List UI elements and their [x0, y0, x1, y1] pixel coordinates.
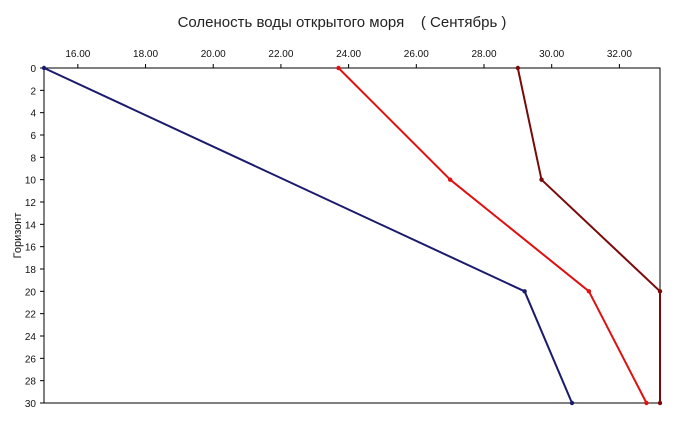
x-tick-label: 30.00	[539, 49, 564, 60]
y-tick-label: 22	[25, 310, 37, 321]
y-tick-label: 10	[25, 176, 37, 187]
y-tick-label: 12	[25, 198, 37, 209]
y-tick-label: 30	[25, 399, 37, 410]
series-1-point	[522, 289, 527, 294]
series-line-2	[337, 67, 648, 404]
series-3-point	[539, 177, 544, 182]
x-tick-label: 20.00	[201, 49, 226, 60]
y-tick-label: 2	[30, 86, 36, 97]
y-tick-label: 18	[25, 265, 37, 276]
series-2-point	[644, 400, 649, 406]
x-tick-label: 32.00	[607, 49, 632, 60]
y-tick-label: 26	[25, 354, 37, 365]
series-2-point	[447, 177, 453, 182]
y-tick-label: 4	[30, 109, 36, 120]
series-3-point	[657, 289, 663, 294]
x-tick-label: 22.00	[268, 49, 293, 60]
series-3-point	[657, 400, 663, 406]
y-axis-label: Горизонт	[12, 213, 24, 259]
chart-title: Соленость воды открытого моря ( Сентябрь…	[178, 14, 507, 31]
y-tick-label: 14	[25, 220, 37, 231]
y-tick-label: 16	[25, 243, 37, 254]
x-tick-label: 28.00	[471, 49, 496, 60]
x-tick-label: 16.00	[65, 49, 90, 60]
x-tick-label: 18.00	[133, 49, 158, 60]
y-tick-label: 24	[25, 332, 37, 343]
series-1-point	[41, 65, 47, 71]
y-tick-label: 6	[30, 131, 36, 142]
x-tick-label: 26.00	[404, 49, 429, 60]
y-tick-label: 0	[30, 64, 36, 75]
y-tick-label: 28	[25, 377, 37, 388]
series-2-point	[336, 65, 341, 71]
series-2-point	[586, 289, 592, 294]
y-tick-label: 8	[30, 153, 36, 164]
tick-labels: 16.00 18.00 20.00 22.00 24.00 26.00 28.00 30.00…	[25, 49, 632, 410]
series-1-point	[569, 400, 575, 406]
y-tick-label: 20	[25, 287, 37, 298]
series-line-3	[516, 67, 661, 403]
series-3-point	[515, 65, 521, 71]
plot-frame	[43, 67, 661, 404]
axes	[40, 64, 661, 404]
x-tick-label: 24.00	[336, 49, 361, 60]
series-lines	[41, 65, 663, 406]
